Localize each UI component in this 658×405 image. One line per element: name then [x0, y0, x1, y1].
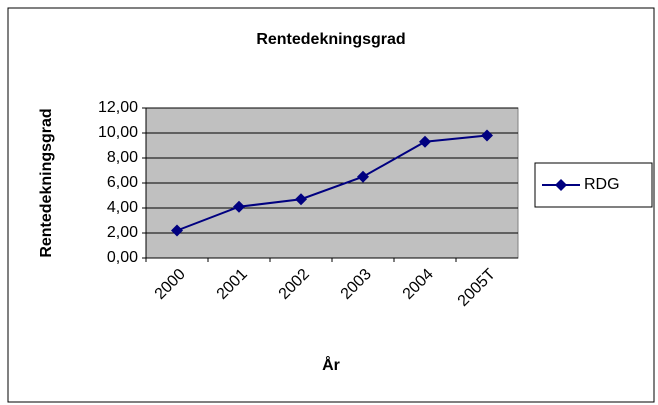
legend-marker	[555, 179, 567, 191]
chart-title: Rentedekningsgrad	[256, 31, 405, 48]
y-tick-label: 8,00	[107, 149, 138, 166]
marker	[419, 135, 431, 148]
y-tick-label: 0,00	[107, 249, 138, 266]
marker	[171, 224, 183, 237]
y-tick-label: 12,00	[98, 99, 138, 116]
series-line	[176, 134, 488, 232]
marker	[233, 200, 245, 213]
y-tick-label: 2,00	[107, 224, 138, 241]
y-axis-label: Rentedekningsgrad	[38, 108, 55, 257]
y-tick-label: 10,00	[98, 124, 138, 141]
marker	[357, 170, 369, 183]
marker	[295, 193, 307, 206]
marker	[481, 129, 493, 142]
legend-label: RDG	[584, 176, 620, 193]
x-axis-label: År	[322, 355, 340, 374]
y-tick-label: 4,00	[107, 199, 138, 216]
y-tick-label: 6,00	[107, 174, 138, 191]
